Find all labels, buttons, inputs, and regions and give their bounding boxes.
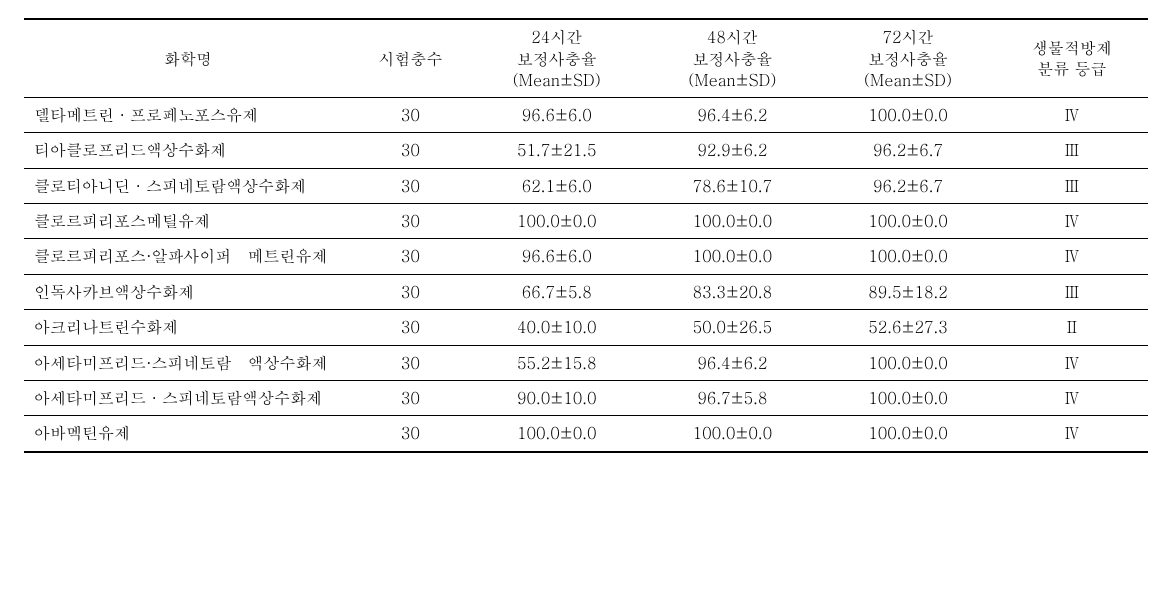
cell-48h: 96.4±6.2 [645, 97, 821, 132]
cell-72h: 96.2±6.7 [820, 168, 996, 203]
cell-name: 아바멕틴유제 [24, 416, 352, 452]
table-row: 아바멕틴유제 30 100.0±0.0 100.0±0.0 100.0±0.0 … [24, 416, 1148, 452]
cell-72h: 89.5±18.2 [820, 274, 996, 309]
cell-48h: 100.0±0.0 [645, 416, 821, 452]
cell-count: 30 [352, 310, 469, 345]
cell-72h: 100.0±0.0 [820, 239, 996, 274]
cell-24h: 55.2±15.8 [469, 345, 645, 380]
cell-grade: Ⅲ [996, 274, 1148, 309]
cell-72h: 100.0±0.0 [820, 345, 996, 380]
cell-grade: Ⅳ [996, 97, 1148, 132]
cell-24h: 100.0±0.0 [469, 416, 645, 452]
table-body: 델타메트린 · 프로페노포스유제 30 96.6±6.0 96.4±6.2 10… [24, 97, 1148, 451]
cell-name: 클로르피리포스·알파사이퍼 메트린유제 [24, 239, 352, 274]
cell-grade: Ⅳ [996, 345, 1148, 380]
cell-count: 30 [352, 380, 469, 415]
cell-name: 클로르피리포스메틸유제 [24, 203, 352, 238]
cell-48h: 92.9±6.2 [645, 133, 821, 168]
table-row: 클로르피리포스·알파사이퍼 메트린유제 30 96.6±6.0 100.0±0.… [24, 239, 1148, 274]
cell-grade: Ⅳ [996, 203, 1148, 238]
cell-count: 30 [352, 203, 469, 238]
cell-24h: 96.6±6.0 [469, 239, 645, 274]
cell-name: 인독사카브액상수화제 [24, 274, 352, 309]
cell-48h: 96.4±6.2 [645, 345, 821, 380]
cell-72h: 96.2±6.7 [820, 133, 996, 168]
table-row: 티아클로프리드액상수화제 30 51.7±21.5 92.9±6.2 96.2±… [24, 133, 1148, 168]
cell-48h: 50.0±26.5 [645, 310, 821, 345]
col-header-24h: 24시간보정사충율(Mean±SD) [469, 19, 645, 97]
cell-24h: 96.6±6.0 [469, 97, 645, 132]
table-row: 인독사카브액상수화제 30 66.7±5.8 83.3±20.8 89.5±18… [24, 274, 1148, 309]
cell-24h: 62.1±6.0 [469, 168, 645, 203]
cell-name: 아세타미프리드 · 스피네토람액상수화제 [24, 380, 352, 415]
col-header-name: 화학명 [24, 19, 352, 97]
cell-48h: 100.0±0.0 [645, 239, 821, 274]
cell-72h: 100.0±0.0 [820, 380, 996, 415]
table-header: 화학명 시험충수 24시간보정사충율(Mean±SD) 48시간보정사충율(Me… [24, 19, 1148, 97]
cell-24h: 40.0±10.0 [469, 310, 645, 345]
cell-grade: Ⅳ [996, 239, 1148, 274]
cell-count: 30 [352, 133, 469, 168]
cell-24h: 100.0±0.0 [469, 203, 645, 238]
cell-count: 30 [352, 345, 469, 380]
cell-grade: Ⅳ [996, 380, 1148, 415]
cell-72h: 100.0±0.0 [820, 416, 996, 452]
cell-grade: Ⅱ [996, 310, 1148, 345]
cell-name: 티아클로프리드액상수화제 [24, 133, 352, 168]
table-row: 델타메트린 · 프로페노포스유제 30 96.6±6.0 96.4±6.2 10… [24, 97, 1148, 132]
cell-48h: 100.0±0.0 [645, 203, 821, 238]
cell-72h: 100.0±0.0 [820, 203, 996, 238]
table-row: 아세타미프리드·스피네토람 액상수화제 30 55.2±15.8 96.4±6.… [24, 345, 1148, 380]
cell-count: 30 [352, 239, 469, 274]
pesticide-mortality-table: 화학명 시험충수 24시간보정사충율(Mean±SD) 48시간보정사충율(Me… [24, 18, 1148, 453]
cell-name: 아세타미프리드·스피네토람 액상수화제 [24, 345, 352, 380]
cell-24h: 90.0±10.0 [469, 380, 645, 415]
cell-count: 30 [352, 97, 469, 132]
cell-name: 아크리나트린수화제 [24, 310, 352, 345]
cell-48h: 78.6±10.7 [645, 168, 821, 203]
cell-name: 클로티아니딘 · 스피네토람액상수화제 [24, 168, 352, 203]
table-row: 클로르피리포스메틸유제 30 100.0±0.0 100.0±0.0 100.0… [24, 203, 1148, 238]
col-header-grade: 생물적방제분류 등급 [996, 19, 1148, 97]
col-header-48h: 48시간보정사충율(Mean±SD) [645, 19, 821, 97]
table-row: 아크리나트린수화제 30 40.0±10.0 50.0±26.5 52.6±27… [24, 310, 1148, 345]
cell-72h: 100.0±0.0 [820, 97, 996, 132]
cell-48h: 83.3±20.8 [645, 274, 821, 309]
table-row: 클로티아니딘 · 스피네토람액상수화제 30 62.1±6.0 78.6±10.… [24, 168, 1148, 203]
cell-grade: Ⅳ [996, 416, 1148, 452]
cell-72h: 52.6±27.3 [820, 310, 996, 345]
cell-grade: Ⅲ [996, 168, 1148, 203]
cell-count: 30 [352, 416, 469, 452]
cell-24h: 66.7±5.8 [469, 274, 645, 309]
cell-24h: 51.7±21.5 [469, 133, 645, 168]
cell-48h: 96.7±5.8 [645, 380, 821, 415]
cell-name: 델타메트린 · 프로페노포스유제 [24, 97, 352, 132]
cell-count: 30 [352, 274, 469, 309]
cell-count: 30 [352, 168, 469, 203]
cell-grade: Ⅲ [996, 133, 1148, 168]
col-header-count: 시험충수 [352, 19, 469, 97]
table-row: 아세타미프리드 · 스피네토람액상수화제 30 90.0±10.0 96.7±5… [24, 380, 1148, 415]
col-header-72h: 72시간보정사충율(Mean±SD) [820, 19, 996, 97]
